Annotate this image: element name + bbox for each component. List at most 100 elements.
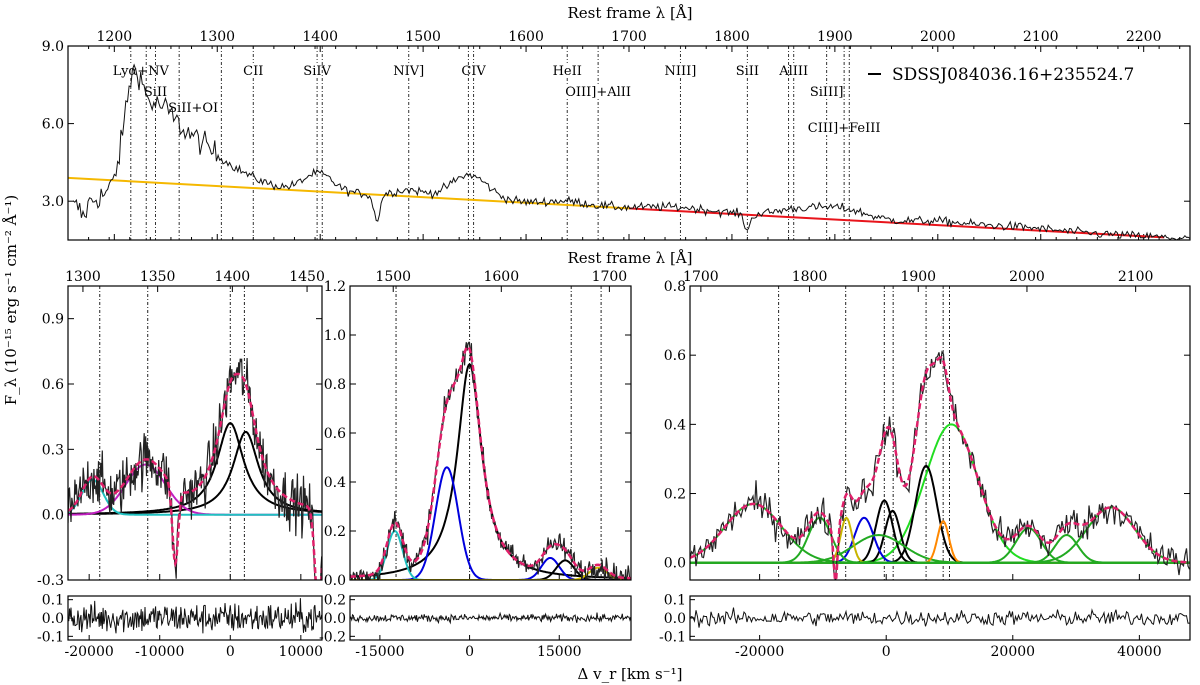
emission-label-bg bbox=[550, 63, 584, 78]
panel-ytick-label: 0.0 bbox=[324, 573, 346, 589]
total-model-line bbox=[350, 345, 631, 580]
panel-ytick-label: 0.0 bbox=[664, 556, 686, 572]
top-xtick-label: 1500 bbox=[405, 29, 441, 45]
panel-frame bbox=[349, 285, 632, 581]
emission-label-bg bbox=[392, 63, 426, 78]
top-xlabel: Rest frame λ [Å] bbox=[567, 4, 692, 22]
velocity-tick-label: -20000 bbox=[735, 644, 784, 660]
continuum-fit-blue bbox=[67, 176, 630, 210]
panel-ytick-label: 0.9 bbox=[42, 312, 64, 328]
emission-label-bg bbox=[773, 63, 814, 78]
top-xtick-label: 1200 bbox=[97, 29, 133, 45]
residual-frame bbox=[67, 595, 323, 641]
panel-ytick-label: 0.8 bbox=[664, 279, 686, 295]
panel-ytick-label: 0.4 bbox=[664, 417, 686, 433]
emission-line-label: HeII bbox=[553, 64, 582, 79]
velocity-tick-label: 15000 bbox=[537, 644, 582, 660]
observed-spectrum-line bbox=[690, 350, 1190, 580]
emission-line-label: AlIII bbox=[778, 64, 808, 79]
lambda-tick-label: 1300 bbox=[65, 269, 101, 285]
emission-label-bg bbox=[460, 63, 487, 78]
top-ytick-label: 3.0 bbox=[42, 194, 64, 210]
emission-label-bg bbox=[803, 84, 851, 99]
residual-ytick-label: 0.1 bbox=[664, 593, 686, 609]
panel-ytick-label: 0.6 bbox=[664, 348, 686, 364]
emission-line-label: SiII bbox=[736, 64, 759, 79]
fit-component-line bbox=[350, 529, 631, 580]
residual-ytick-label: -0.1 bbox=[37, 629, 64, 645]
emission-label-bg bbox=[802, 120, 886, 135]
emission-label-bg bbox=[660, 63, 701, 78]
velocity-tick-label: -10000 bbox=[135, 644, 184, 660]
top-xtick-label: 2000 bbox=[920, 29, 956, 45]
panel-ytick-label: 1.0 bbox=[324, 328, 346, 344]
panel-frame bbox=[689, 285, 1191, 581]
fit-component-line bbox=[690, 533, 1190, 564]
residual-ytick-label: 0.0 bbox=[324, 611, 346, 627]
y-axis-label: F_λ (10⁻¹⁵ erg s⁻¹ cm⁻² Å⁻¹) bbox=[2, 195, 20, 406]
residual-ytick-label: 0.0 bbox=[664, 611, 686, 627]
top-xtick-label: 2100 bbox=[1023, 29, 1059, 45]
top-ytick-label: 9.0 bbox=[42, 39, 64, 55]
panel-ytick-label: 0.0 bbox=[42, 508, 64, 524]
top-xtick-label: 1400 bbox=[302, 29, 338, 45]
total-model-line bbox=[690, 356, 1190, 580]
panel-ytick-label: 0.3 bbox=[42, 442, 64, 458]
emission-line-label: CIV bbox=[461, 64, 486, 79]
emission-line-label: OIII]+AlII bbox=[565, 85, 631, 100]
top-panel-frame bbox=[67, 45, 1191, 241]
emission-line-label: CII bbox=[243, 64, 263, 79]
residual-ytick-label: 0.2 bbox=[324, 593, 346, 609]
fit-component-line bbox=[350, 363, 631, 580]
lambda-tick-label: 1450 bbox=[289, 269, 325, 285]
top-xtick-label: 1700 bbox=[611, 29, 647, 45]
residual-ytick-label: -0.2 bbox=[319, 629, 346, 645]
civ-panel-group: 1500 1600 1700 1.2 1.0 0.8 0.6 0.4 0.2 0.0 -15000 0… bbox=[319, 269, 632, 660]
emission-label-bg bbox=[240, 63, 267, 78]
lambda-tick-label: 1700 bbox=[683, 269, 719, 285]
lambda-tick-label: 1800 bbox=[792, 269, 828, 285]
residual-frame bbox=[689, 595, 1191, 641]
top-xtick-label: 1300 bbox=[199, 29, 235, 45]
top-xtick-label: 2200 bbox=[1126, 29, 1162, 45]
middle-xlabel: Rest frame λ [Å] bbox=[567, 249, 692, 267]
lambda-tick-label: 2000 bbox=[1009, 269, 1045, 285]
residual-ytick-label: 0.0 bbox=[42, 611, 64, 627]
lambda-tick-label: 1700 bbox=[592, 269, 628, 285]
velocity-tick-label: -20000 bbox=[65, 644, 114, 660]
residual-line bbox=[350, 611, 631, 625]
emission-line-label: NIII] bbox=[665, 64, 697, 79]
panel-ytick-label: 0.4 bbox=[324, 475, 346, 491]
observed-spectrum-line bbox=[350, 341, 631, 580]
top-ytick-label: 6.0 bbox=[42, 117, 64, 133]
bottom-xlabel: Δ v_r [km s⁻¹] bbox=[578, 665, 683, 683]
lambda-tick-label: 1900 bbox=[900, 269, 936, 285]
emission-label-bg bbox=[730, 63, 764, 78]
siiv-panel-group: 1300 1350 1400 1450 0.9 0.6 0.3 0.0 -0.3 -20000 -1… bbox=[37, 269, 325, 660]
velocity-tick-label: 0 bbox=[465, 644, 474, 660]
panel-ytick-label: 0.6 bbox=[42, 377, 64, 393]
continuum-fit-red bbox=[628, 207, 1165, 239]
velocity-tick-label: 10000 bbox=[279, 644, 324, 660]
fit-component-line bbox=[350, 566, 631, 580]
emission-label-bg bbox=[165, 100, 221, 115]
velocity-tick-label: 0 bbox=[226, 644, 235, 660]
emission-line-label: SiIV bbox=[303, 64, 331, 79]
fit-component-line bbox=[690, 533, 1190, 564]
lambda-tick-label: 1600 bbox=[483, 269, 519, 285]
emission-label-bg bbox=[560, 84, 637, 99]
axis-labels-group: Rest frame λ [Å] Rest frame λ [Å] Δ v_r … bbox=[2, 4, 693, 683]
emission-line-label: CIII]+FeIII bbox=[808, 121, 881, 136]
velocity-tick-label: 0 bbox=[882, 644, 891, 660]
emission-line-label: NIV] bbox=[393, 64, 424, 79]
top-xtick-label: 1600 bbox=[508, 29, 544, 45]
panel-ytick-label: 1.2 bbox=[324, 279, 346, 295]
velocity-tick-label: 20000 bbox=[991, 644, 1036, 660]
total-model-line bbox=[68, 372, 322, 580]
emission-line-label: SiII+OI bbox=[168, 101, 218, 116]
residual-line bbox=[690, 607, 1190, 628]
panel-ytick-label: 0.2 bbox=[324, 524, 346, 540]
fit-component-line bbox=[350, 559, 631, 580]
lambda-tick-label: 2100 bbox=[1118, 269, 1154, 285]
